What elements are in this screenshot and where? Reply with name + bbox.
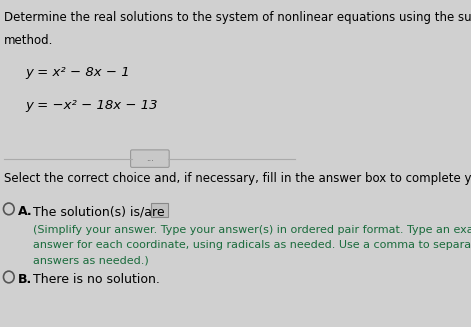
Text: answers as needed.): answers as needed.) <box>32 256 148 266</box>
Text: y = x² − 8x − 1: y = x² − 8x − 1 <box>25 66 130 79</box>
Text: A.: A. <box>18 205 32 218</box>
Text: ...: ... <box>146 154 154 163</box>
Text: y = −x² − 18x − 13: y = −x² − 18x − 13 <box>25 99 158 112</box>
Text: There is no solution.: There is no solution. <box>32 273 160 286</box>
Text: Select the correct choice and, if necessary, fill in the answer box to complete : Select the correct choice and, if necess… <box>4 172 471 185</box>
Text: B.: B. <box>18 273 32 286</box>
FancyBboxPatch shape <box>130 150 169 167</box>
Text: The solution(s) is/are: The solution(s) is/are <box>32 205 164 218</box>
Text: (Simplify your answer. Type your answer(s) in ordered pair format. Type an exact: (Simplify your answer. Type your answer(… <box>32 225 471 235</box>
Text: answer for each coordinate, using radicals as needed. Use a comma to separate: answer for each coordinate, using radica… <box>32 240 471 250</box>
FancyBboxPatch shape <box>151 203 168 217</box>
Text: Determine the real solutions to the system of nonlinear equations using the subs: Determine the real solutions to the syst… <box>4 11 471 24</box>
Text: method.: method. <box>4 34 54 47</box>
